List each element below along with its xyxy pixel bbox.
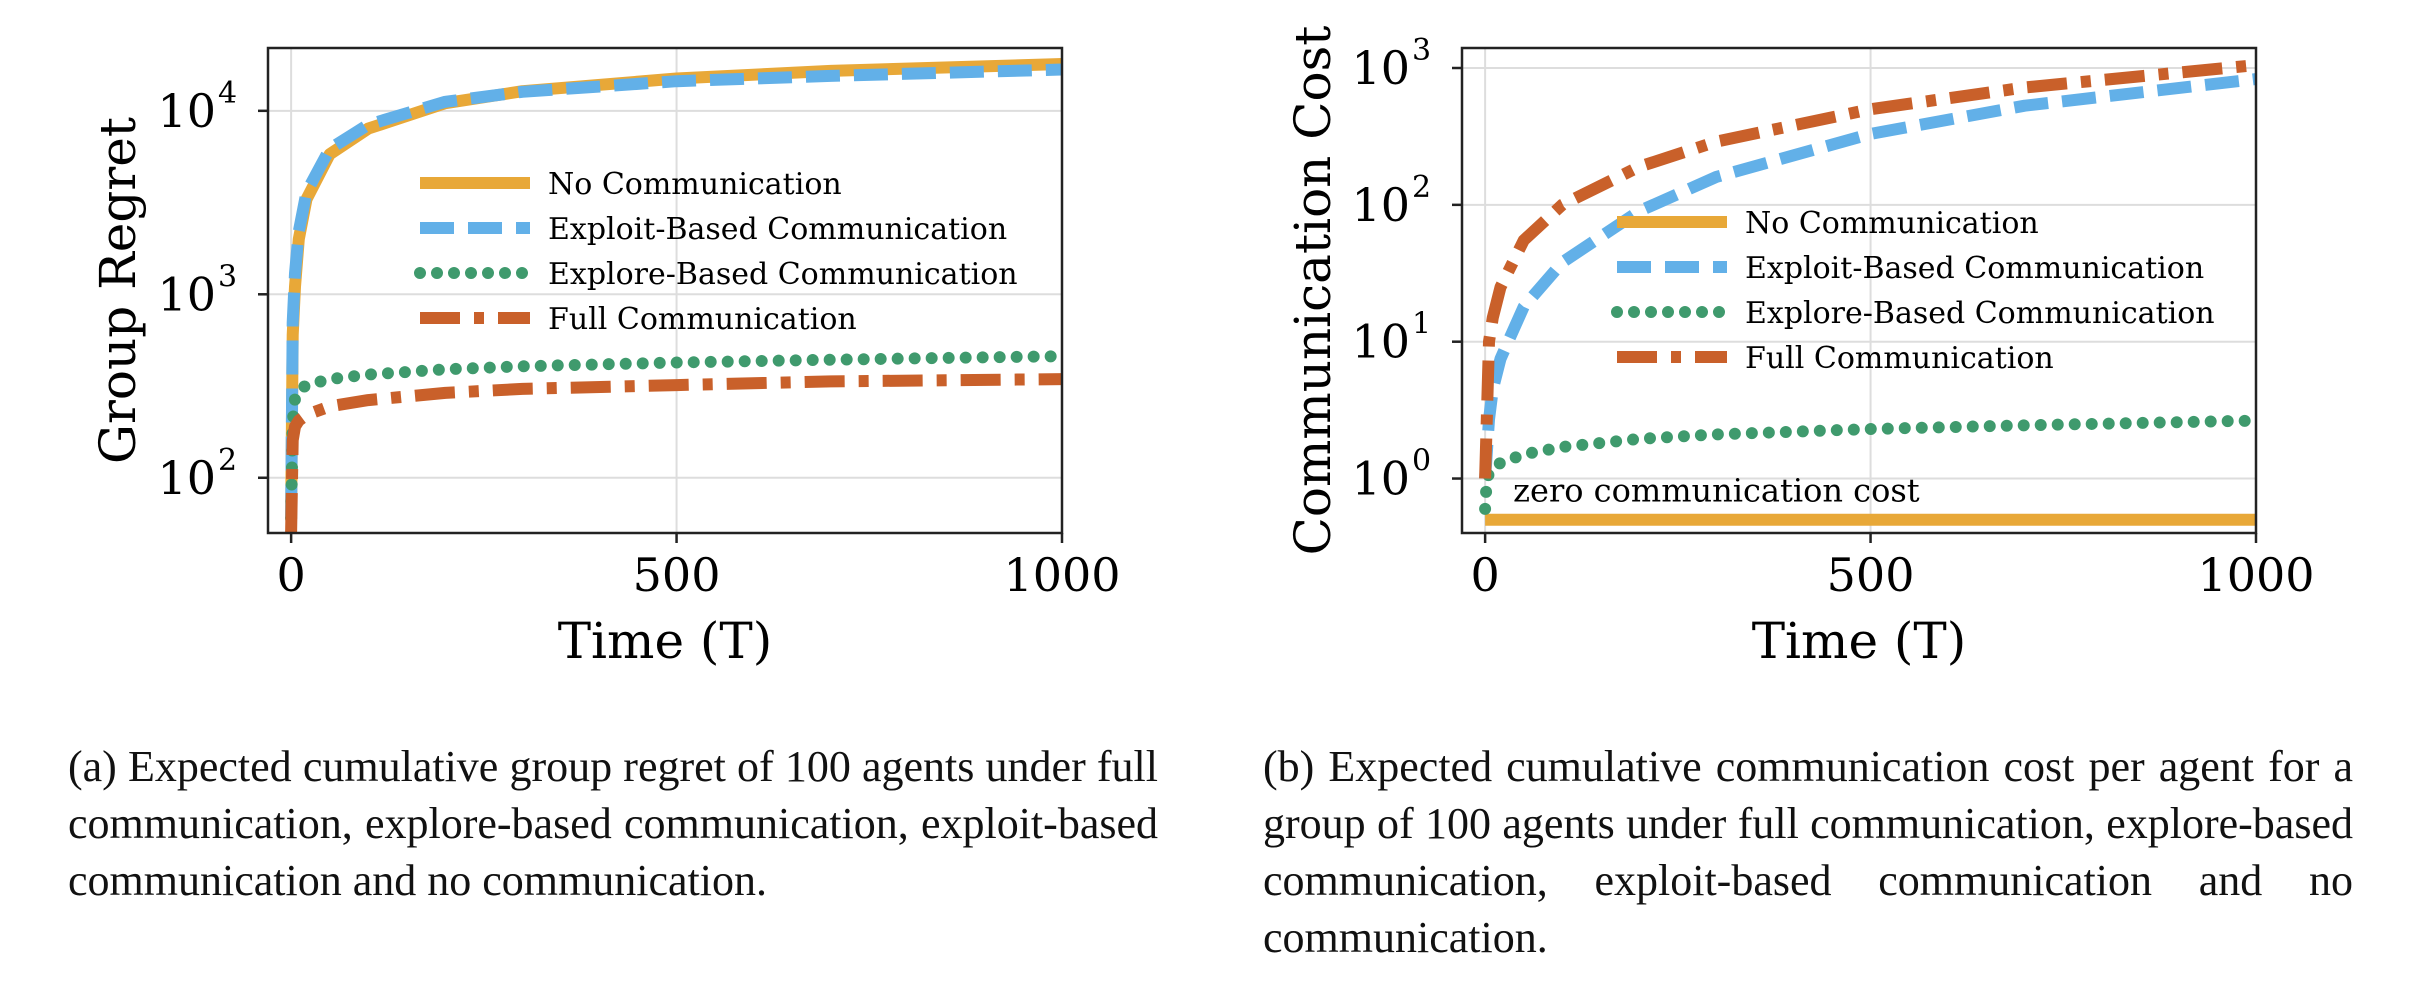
caption-b: (b) Expected cumulative communication co…: [1263, 742, 2353, 962]
y-tick-exponent: 3: [218, 259, 237, 294]
legend-label: Exploit-Based Communication: [548, 212, 1007, 247]
x-axis-label: Time (T): [558, 612, 773, 670]
series-line-exploit: [285, 63, 1063, 519]
y-tick-exponent: 2: [218, 443, 237, 478]
x-tick-label: 0: [276, 548, 305, 602]
y-tick-exponent: 3: [1412, 33, 1431, 68]
y-tick-label: 10: [1351, 178, 1410, 232]
plot-area: [1462, 48, 2256, 533]
y-tick-label: 10: [1351, 452, 1410, 506]
legend-label: No Communication: [548, 167, 842, 202]
y-tick-exponent: 2: [1412, 170, 1431, 205]
legend-label: No Communication: [1745, 206, 2039, 241]
x-axis-label: Time (T): [1752, 612, 1967, 670]
y-tick-exponent: 0: [1412, 444, 1431, 479]
x-tick-label: 1000: [1003, 548, 1120, 602]
legend-label: Explore-Based Communication: [1745, 296, 2215, 331]
x-tick-label: 500: [633, 548, 721, 602]
y-tick-label: 10: [157, 84, 216, 138]
plot-area: [268, 48, 1062, 533]
y-tick-label: 10: [1351, 315, 1410, 369]
y-axis-label: Group Regret: [89, 117, 147, 464]
y-tick-exponent: 4: [218, 76, 237, 111]
y-tick-exponent: 1: [1412, 307, 1431, 342]
y-tick-label: 10: [157, 451, 216, 505]
series-line-explore: [285, 350, 1068, 525]
caption-a: (a) Expected cumulative group regret of …: [68, 742, 1158, 905]
legend-label: Full Communication: [1745, 341, 2054, 376]
y-axis-label: Communication Cost: [1284, 26, 1342, 556]
legend-label: Explore-Based Communication: [548, 257, 1018, 292]
x-tick-label: 500: [1827, 548, 1915, 602]
legend-label: Full Communication: [548, 302, 857, 337]
series-line-full: [1479, 59, 2257, 479]
x-tick-label: 1000: [2197, 548, 2314, 602]
axes-frame: [266, 46, 1064, 535]
axes-frame: [1460, 46, 2258, 535]
y-tick-label: 10: [1351, 41, 1410, 95]
annotation-text: zero communication cost: [1513, 472, 1920, 510]
y-tick-label: 10: [157, 267, 216, 321]
series-line-full: [285, 373, 1063, 534]
legend-label: Exploit-Based Communication: [1745, 251, 2204, 286]
x-tick-label: 0: [1470, 548, 1499, 602]
